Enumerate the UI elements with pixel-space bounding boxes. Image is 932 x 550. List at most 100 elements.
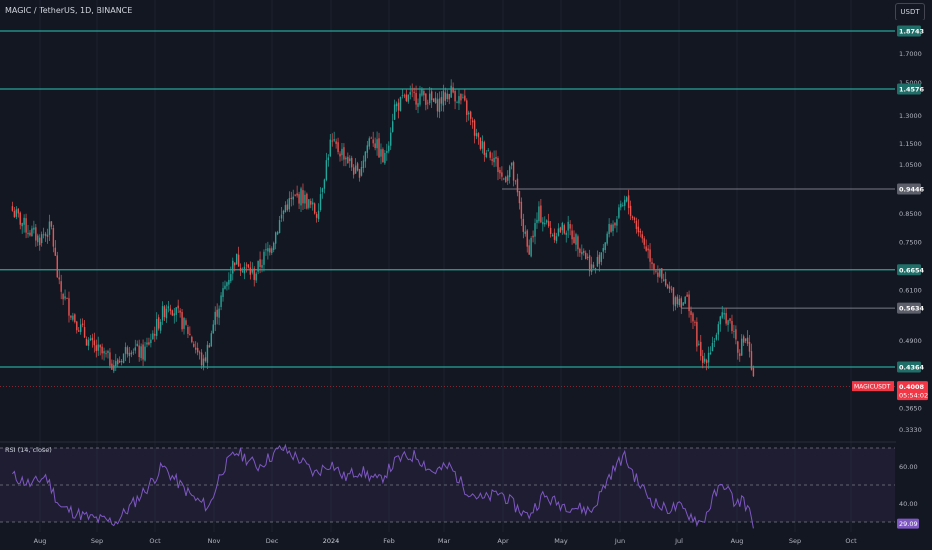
- candle-body: [475, 133, 478, 137]
- candle-body: [653, 263, 655, 270]
- candle-body: [678, 298, 681, 306]
- candle-body: [235, 253, 238, 265]
- candle-body: [573, 237, 575, 244]
- candle-body: [438, 98, 441, 113]
- candle-body: [661, 268, 663, 279]
- candle-body: [594, 268, 597, 271]
- candle-body: [60, 281, 62, 292]
- candle-body: [497, 158, 499, 173]
- candle-body: [688, 294, 690, 312]
- candle-body: [442, 90, 445, 106]
- candle-body: [251, 269, 253, 273]
- candle-body: [212, 324, 214, 334]
- candle-body: [79, 324, 82, 332]
- candle-body: [124, 346, 127, 354]
- candle-body: [705, 360, 708, 364]
- candle-body: [641, 234, 643, 239]
- x-axis-label: Aug: [34, 537, 47, 545]
- y-tick-label: 0.3330: [899, 426, 922, 434]
- candle-body: [624, 199, 626, 206]
- candle-body: [150, 339, 152, 344]
- candle-body: [107, 351, 109, 353]
- x-axis-label: Jul: [674, 537, 683, 545]
- candle-body: [115, 361, 117, 367]
- candle-body: [237, 254, 240, 267]
- candle-body: [386, 150, 388, 153]
- candle-body: [130, 352, 133, 355]
- candle-body: [639, 230, 642, 233]
- candle-body: [456, 102, 458, 104]
- candle-body: [588, 255, 591, 272]
- candle-body: [495, 156, 497, 159]
- candle-body: [118, 360, 121, 363]
- candle-body: [310, 200, 312, 205]
- candle-body: [499, 169, 501, 174]
- level-badge-label: 0.9446: [899, 185, 925, 193]
- candle-body: [312, 202, 314, 205]
- candle-body: [672, 287, 675, 305]
- x-axis-label: Sep: [789, 537, 801, 545]
- candle-body: [183, 318, 185, 329]
- candle-body: [374, 143, 376, 149]
- candle-body: [477, 133, 480, 138]
- candle-body: [257, 260, 259, 272]
- candle-body: [563, 225, 565, 234]
- candle-body: [224, 285, 226, 289]
- candle-body: [93, 340, 96, 346]
- candle-body: [193, 343, 195, 347]
- candle-body: [290, 197, 292, 199]
- candle-body: [329, 139, 331, 157]
- candle-body: [612, 224, 614, 232]
- candle-body: [731, 320, 733, 331]
- candle-body: [549, 227, 552, 234]
- candle-body: [40, 234, 43, 244]
- candle-body: [136, 343, 138, 346]
- candle-body: [352, 167, 355, 175]
- candle-body: [122, 353, 125, 363]
- candle-body: [101, 346, 103, 354]
- candle-body: [42, 234, 45, 236]
- candle-body: [481, 141, 484, 149]
- candle-body: [267, 248, 269, 252]
- candle-body: [432, 98, 435, 102]
- candle-body: [81, 323, 84, 326]
- candle-body: [713, 340, 716, 342]
- candle-body: [239, 267, 242, 271]
- candle-body: [327, 157, 330, 161]
- candle-body: [493, 157, 495, 163]
- candle-body: [522, 218, 525, 232]
- candle-body: [571, 230, 573, 240]
- candle-body: [179, 310, 181, 313]
- candle-body: [300, 188, 302, 206]
- candle-body: [17, 208, 19, 214]
- candle-body: [282, 210, 285, 214]
- candle-body: [354, 165, 357, 174]
- candle-body: [664, 278, 667, 286]
- candle-body: [622, 205, 624, 206]
- candle-body: [218, 308, 220, 318]
- candle-body: [68, 298, 70, 316]
- candle-body: [13, 211, 16, 218]
- candle-body: [388, 145, 390, 152]
- y-tick-label: 1.3000: [899, 112, 922, 120]
- candle-body: [356, 163, 359, 171]
- candle-body: [333, 139, 335, 141]
- candle-body: [530, 237, 532, 257]
- candle-body: [680, 298, 682, 308]
- candle-body: [351, 157, 353, 168]
- candle-body: [366, 145, 369, 153]
- candle-body: [78, 330, 80, 332]
- candle-body: [555, 236, 558, 242]
- candle-body: [347, 156, 349, 164]
- candle-body: [50, 221, 53, 227]
- candle-body: [686, 294, 688, 297]
- rsi-last-badge: [897, 518, 919, 529]
- candle-body: [468, 112, 470, 115]
- candle-body: [703, 358, 706, 362]
- candle-body: [368, 138, 370, 147]
- candle-body: [579, 248, 581, 253]
- candle-body: [337, 142, 339, 152]
- rsi-line: [12, 443, 754, 529]
- candle-body: [159, 321, 162, 331]
